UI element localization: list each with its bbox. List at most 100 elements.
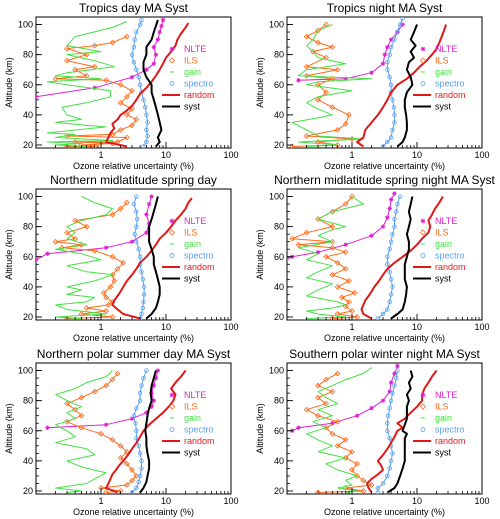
spectro-point xyxy=(144,127,149,133)
ils-point xyxy=(315,81,321,88)
spectro-point xyxy=(139,458,144,464)
y-tick-label: 60 xyxy=(23,426,33,436)
ils-point xyxy=(349,193,355,200)
nlte-point xyxy=(153,375,159,381)
spectro-point xyxy=(375,316,381,320)
legend-swatch-ils xyxy=(168,229,176,236)
spectro-point xyxy=(131,59,137,65)
y-tick-label: 20 xyxy=(274,486,284,496)
spectro-point xyxy=(394,209,399,214)
legend-label-random: random xyxy=(184,436,215,446)
spectro-point xyxy=(134,428,139,433)
ils-point xyxy=(303,63,310,70)
ils-point xyxy=(117,442,124,449)
y-tick-label: 20 xyxy=(23,486,33,496)
series-spectro-line xyxy=(131,19,148,147)
spectro-point xyxy=(137,254,143,259)
spectro-point xyxy=(392,112,397,118)
ils-point xyxy=(91,388,98,395)
legend-label-random: random xyxy=(184,262,215,272)
ils-point xyxy=(117,99,124,106)
plot-frame xyxy=(35,16,232,149)
ils-point xyxy=(329,223,336,230)
series-gain-line xyxy=(291,24,373,147)
series-gain-line xyxy=(55,370,113,493)
ils-point xyxy=(109,253,116,260)
nlte-point xyxy=(387,389,392,394)
spectro-point xyxy=(134,194,139,199)
spectro-point xyxy=(144,368,149,373)
nlte-point xyxy=(36,94,39,100)
legend-label-syst: syst xyxy=(184,448,201,458)
spectro-point xyxy=(395,201,400,207)
y-axis-label: Altitude (km) xyxy=(4,57,14,108)
ils-point xyxy=(303,406,310,413)
ils-point xyxy=(124,482,130,488)
spectro-point xyxy=(375,490,381,494)
spectro-point xyxy=(134,209,139,214)
spectro-point xyxy=(397,22,403,27)
y-tick-label: 60 xyxy=(23,252,33,262)
spectro-point xyxy=(390,284,395,290)
ils-point xyxy=(129,87,135,94)
legend-label-ils: ILS xyxy=(184,402,198,412)
y-tick-label: 100 xyxy=(18,192,33,202)
spectro-point xyxy=(132,37,137,42)
series-syst-line xyxy=(139,370,157,494)
spectro-point xyxy=(388,135,394,140)
ils-point xyxy=(91,143,98,148)
spectro-point xyxy=(134,67,139,72)
nlte-point xyxy=(151,383,157,388)
y-tick-label: 40 xyxy=(23,282,33,292)
ils-point xyxy=(100,290,107,296)
nlte-point xyxy=(45,251,50,256)
spectro-point xyxy=(387,436,392,441)
nlte-point xyxy=(36,257,39,262)
y-tick-label: 80 xyxy=(23,50,33,60)
x-tick-label: 1 xyxy=(349,322,354,332)
legend-label-nlte: NLTE xyxy=(184,44,206,54)
plot-frame xyxy=(35,188,232,321)
nlte-point xyxy=(315,250,321,255)
panel-title: Northern polar summer day MA Syst xyxy=(37,347,231,361)
series-random-line xyxy=(360,195,444,320)
ils-point xyxy=(114,265,121,272)
x-axis-label: Ozone relative uncertainty (%) xyxy=(324,161,445,171)
nlte-point xyxy=(296,78,301,83)
x-tick-label: 1 xyxy=(98,496,103,506)
y-tick-label: 60 xyxy=(274,252,284,262)
spectro-point xyxy=(143,105,148,110)
spectro-point xyxy=(134,485,139,491)
ils-point xyxy=(334,418,341,425)
nlte-point xyxy=(380,398,386,403)
series-ils-line xyxy=(66,373,137,493)
ils-point xyxy=(323,376,329,383)
y-axis-label: Altitude (km) xyxy=(255,229,265,280)
spectro-point xyxy=(385,59,390,65)
legend-swatch-nlte xyxy=(169,392,175,398)
series-ils-line xyxy=(306,373,373,493)
legend-swatch-spectro xyxy=(169,253,175,258)
nlte-point xyxy=(369,70,374,75)
ils-point xyxy=(78,394,85,401)
ils-point xyxy=(289,235,296,242)
legend-swatch-nlte xyxy=(420,218,426,224)
series-syst-line xyxy=(145,196,161,320)
legend-label-ils: ILS xyxy=(435,228,449,238)
spectro-point xyxy=(380,144,386,148)
nlte-point xyxy=(392,191,397,196)
series-ils-line xyxy=(55,36,137,147)
y-axis-label: Altitude (km) xyxy=(4,229,14,280)
y-tick-label: 60 xyxy=(274,80,284,90)
series-gain-line xyxy=(297,196,364,319)
spectro-point xyxy=(137,473,143,479)
spectro-point xyxy=(141,284,147,290)
ils-point xyxy=(109,211,116,218)
legend-swatch-ils xyxy=(168,403,176,410)
y-axis-label: Altitude (km) xyxy=(4,403,14,454)
x-tick-label: 10 xyxy=(412,496,422,506)
ils-point xyxy=(124,33,130,40)
x-axis-label: Ozone relative uncertainty (%) xyxy=(73,333,194,343)
spectro-point xyxy=(390,451,395,456)
